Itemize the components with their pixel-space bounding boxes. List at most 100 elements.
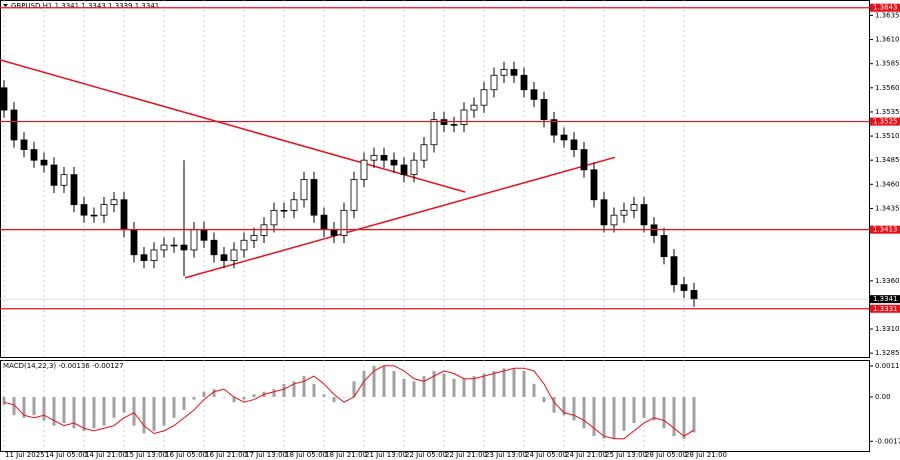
y-tick-label: -0.0017 xyxy=(875,437,900,445)
candle-body xyxy=(80,204,88,216)
candle-body xyxy=(320,214,328,231)
candle-body xyxy=(620,209,628,216)
candle-body xyxy=(450,124,458,126)
candle-body xyxy=(410,159,418,176)
y-tick-label: 1.3310 xyxy=(875,325,900,333)
candle-body xyxy=(270,209,278,226)
macd-bar xyxy=(632,396,636,424)
macd-bar xyxy=(412,381,416,397)
candle-body xyxy=(120,199,128,231)
candle-body xyxy=(630,204,638,211)
level-label-box xyxy=(870,304,900,313)
candle-body xyxy=(220,254,228,261)
macd-bar xyxy=(472,376,476,397)
candle-body xyxy=(530,89,538,100)
macd-bar xyxy=(82,396,86,431)
macd-bar xyxy=(202,391,206,397)
macd-panel xyxy=(0,360,870,452)
macd-bar xyxy=(272,389,276,397)
macd-bar xyxy=(22,396,26,418)
macd-bar xyxy=(422,376,426,397)
candle-body xyxy=(420,144,428,161)
macd-bar xyxy=(692,396,696,433)
macd-bar xyxy=(252,394,256,397)
x-tick-label: 16 Jul 21:00 xyxy=(205,451,247,459)
candle-body xyxy=(550,119,558,136)
macd-bar xyxy=(382,365,386,397)
macd-bar xyxy=(532,383,536,397)
candle-body xyxy=(360,159,368,180)
macd-bar xyxy=(132,396,136,426)
x-tick-label: 18 Jul 05:00 xyxy=(285,451,327,459)
macd-bar xyxy=(362,370,366,397)
candle-body xyxy=(520,74,528,91)
candle-body xyxy=(460,109,468,125)
macd-bar xyxy=(212,389,216,397)
macd-bar xyxy=(662,396,666,429)
candle-body xyxy=(310,179,318,216)
macd-bar xyxy=(222,396,226,398)
candle-body xyxy=(240,239,248,251)
macd-bar xyxy=(652,396,656,421)
macd-bar xyxy=(592,396,596,437)
y-tick-label: 1.3460 xyxy=(875,180,900,188)
macd-bar xyxy=(92,396,96,429)
x-tick-label: 21 Jul 13:00 xyxy=(365,451,407,459)
x-tick-label: 14 Jul 05:00 xyxy=(45,451,87,459)
macd-bar xyxy=(122,396,126,413)
candle-body xyxy=(500,69,508,76)
candle-body xyxy=(370,154,378,161)
macd-bar xyxy=(72,396,76,429)
macd-bar xyxy=(142,396,146,434)
level-label-box xyxy=(870,3,900,12)
macd-bar xyxy=(672,396,676,437)
candle-body xyxy=(540,98,548,121)
macd-bar xyxy=(182,396,186,411)
macd-bar xyxy=(162,396,166,426)
macd-bar xyxy=(42,396,46,421)
y-tick-label: 1.3435 xyxy=(875,204,900,212)
macd-bar xyxy=(372,365,376,397)
macd-bar xyxy=(172,396,176,418)
x-tick-label: 28 Jul 21:00 xyxy=(685,451,727,459)
macd-bar xyxy=(282,383,286,397)
macd-bar xyxy=(612,396,616,439)
candle-body xyxy=(140,254,148,261)
candle-body xyxy=(680,284,688,291)
y-tick-label: 1.3560 xyxy=(875,84,900,92)
macd-bar xyxy=(602,396,606,439)
macd-bar xyxy=(322,394,326,397)
level-label-box xyxy=(870,225,900,234)
macd-bar xyxy=(292,381,296,397)
macd-bar xyxy=(622,396,626,431)
level-label: 1.3525 xyxy=(873,118,898,126)
x-tick-label: 17 Jul 13:00 xyxy=(245,451,287,459)
macd-header: MACD(14,22,3) -0.00136 -0.00127 xyxy=(3,362,124,370)
level-label: 1.3331 xyxy=(873,305,898,313)
candle-body xyxy=(60,174,68,186)
candle-body xyxy=(430,119,438,146)
y-tick-label: 0.00 xyxy=(875,393,891,401)
x-tick-label: 25 Jul 13:00 xyxy=(605,451,647,459)
x-tick-label: 24 Jul 21:00 xyxy=(565,451,607,459)
candle-body xyxy=(250,235,258,241)
candle-body xyxy=(70,174,78,205)
y-tick-label: 1.3360 xyxy=(875,277,900,285)
candle-body xyxy=(610,214,618,226)
candle-body xyxy=(580,149,588,171)
y-tick-label: 1.3285 xyxy=(875,349,900,357)
y-tick-label: 1.3485 xyxy=(875,156,900,164)
collapse-icon[interactable] xyxy=(3,4,8,7)
macd-bar xyxy=(482,373,486,397)
macd-bar xyxy=(552,396,556,413)
macd-bar xyxy=(332,396,336,403)
candle-body xyxy=(180,244,188,251)
macd-bar xyxy=(642,396,646,418)
candle-body xyxy=(290,199,298,211)
main-panel xyxy=(0,0,870,358)
candle-body xyxy=(480,89,488,106)
macd-bar xyxy=(402,378,406,397)
candle-body xyxy=(640,204,648,226)
macd-bar xyxy=(102,396,106,426)
